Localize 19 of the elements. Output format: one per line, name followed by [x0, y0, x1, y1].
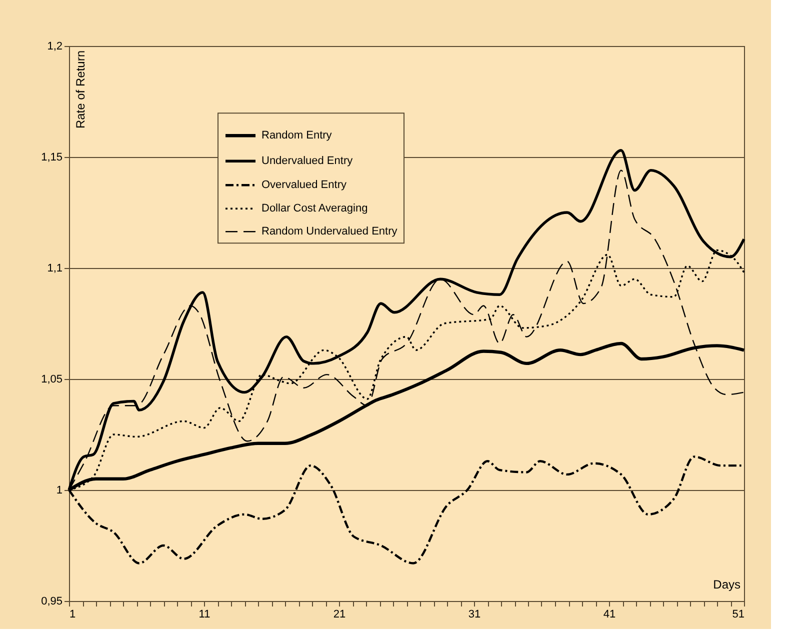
x-tick-label: 21: [333, 608, 346, 620]
legend-label: Undervalued Entry: [262, 155, 354, 168]
y-tick-label: 1: [56, 484, 62, 496]
y-tick-label: 1,2: [47, 40, 62, 52]
x-tick-label: 11: [198, 608, 210, 620]
x-axis-title: Days: [713, 578, 740, 592]
x-tick-label: 1: [70, 608, 76, 620]
legend-label: Random Undervalued Entry: [262, 226, 398, 238]
y-tick-label: 1,05: [41, 374, 62, 386]
x-tick-label: 51: [732, 608, 744, 620]
x-tick-label: 31: [468, 608, 481, 620]
y-axis-title: Rate of Return: [74, 50, 88, 129]
x-tick-label: 41: [603, 608, 616, 620]
legend-label: Overvalued Entry: [262, 179, 347, 192]
legend-label: Random Entry: [262, 130, 332, 142]
y-tick-label: 0,95: [41, 596, 62, 608]
y-tick-label: 1,1: [47, 262, 62, 274]
legend-label: Dollar Cost Averaging: [262, 202, 368, 215]
y-tick-label: 1,15: [41, 152, 62, 164]
